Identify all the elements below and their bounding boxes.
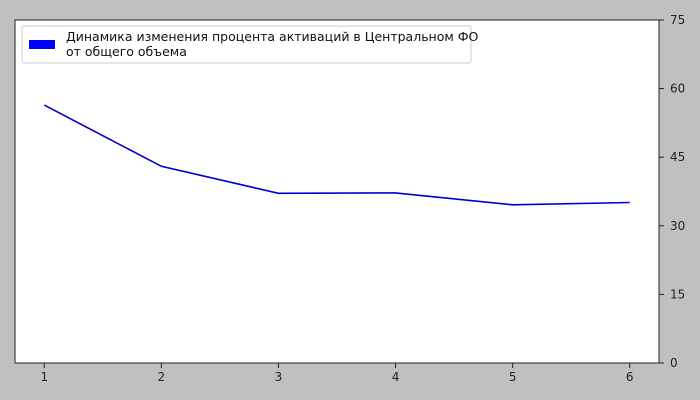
legend-label-line-1: Динамика изменения процента активаций в …	[66, 29, 479, 44]
legend-label-line-2: от общего объема	[66, 44, 187, 59]
y-tick-label: 75	[670, 13, 685, 27]
y-tick-label: 15	[670, 287, 685, 301]
y-tick-label: 60	[670, 82, 685, 96]
x-tick-label: 2	[158, 370, 166, 384]
y-axis: 0 15 30 45 60 75	[659, 13, 685, 370]
y-tick-label: 45	[670, 150, 685, 164]
legend-patch	[29, 40, 55, 49]
x-tick-label: 6	[626, 370, 634, 384]
legend: Динамика изменения процента активаций в …	[21, 25, 479, 64]
series-line	[43, 104, 630, 206]
plot-area	[14, 19, 660, 364]
x-axis: 1 2 3 4 5 6	[40, 363, 634, 384]
legend-box	[21, 25, 472, 64]
x-tick-label: 5	[509, 370, 517, 384]
y-tick-label: 30	[670, 219, 685, 233]
x-tick-label: 1	[40, 370, 48, 384]
y-tick-label: 0	[670, 356, 678, 370]
x-tick-label: 4	[392, 370, 400, 384]
x-tick-label: 3	[275, 370, 283, 384]
